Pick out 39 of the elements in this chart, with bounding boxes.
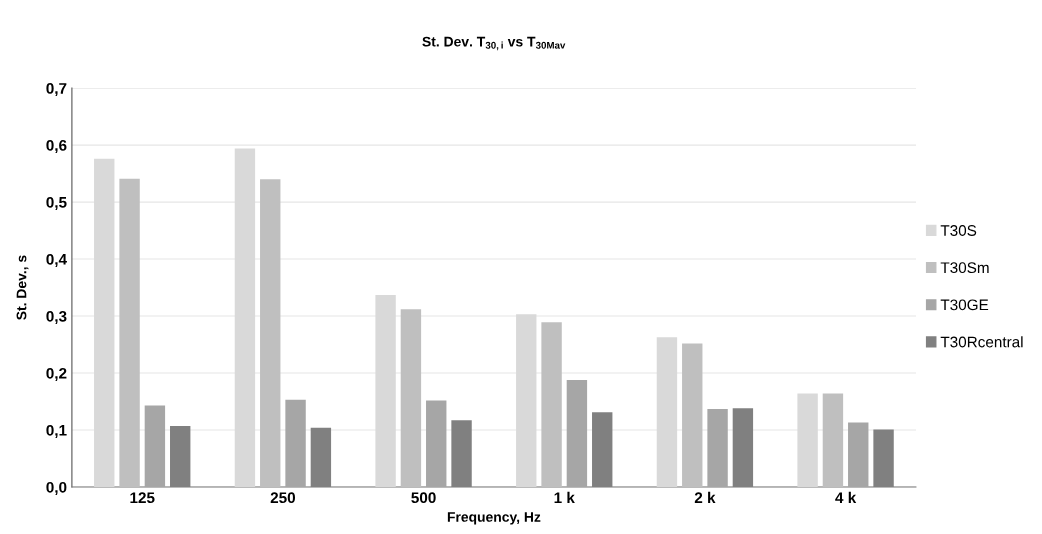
bar <box>285 399 306 488</box>
y-tick-label: 0,7 <box>46 82 67 97</box>
legend-label: T30S <box>940 225 977 236</box>
bar <box>656 337 678 488</box>
legend-label: T30GE <box>940 299 989 311</box>
bar <box>375 294 396 488</box>
bar <box>234 148 256 488</box>
x-tick-label: 250 <box>270 492 296 504</box>
bar <box>119 178 140 488</box>
y-axis-title: St. Dev., s <box>16 255 29 320</box>
bar <box>144 405 166 488</box>
bar <box>707 408 728 488</box>
bar <box>426 400 447 488</box>
x-tick-label: 500 <box>411 492 436 504</box>
bar <box>541 322 562 488</box>
x-tick-label: 4 k <box>835 491 857 503</box>
y-tick-label: 0,2 <box>46 367 67 381</box>
legend-label: T30Sm <box>940 262 989 274</box>
bar <box>682 343 703 488</box>
chart-title: St. Dev. T$_{30,i}$ vs T$_{30Mav}$ <box>422 36 566 51</box>
y-tick-label: 0,5 <box>46 196 67 210</box>
x-tick-label: 1 k <box>554 491 575 503</box>
bar <box>822 393 844 488</box>
y-tick-label: 0,4 <box>46 253 67 267</box>
bar <box>400 309 422 488</box>
y-tick-label: 0,3 <box>46 310 67 324</box>
bar <box>848 422 869 488</box>
bar <box>94 158 115 488</box>
bar <box>516 314 537 488</box>
y-tick-label: 0,1 <box>46 424 67 438</box>
bar <box>566 379 588 488</box>
x-tick-label: 125 <box>130 492 155 504</box>
bar <box>260 179 281 488</box>
y-tick-label: 0,0 <box>46 481 67 495</box>
y-tick-label: 0,6 <box>46 139 67 153</box>
x-axis-title: Frequency, Hz <box>447 512 541 525</box>
legend-label: T30Rcentral <box>940 336 1023 348</box>
x-tick-label: 2 k <box>694 491 716 503</box>
bar <box>797 393 818 488</box>
